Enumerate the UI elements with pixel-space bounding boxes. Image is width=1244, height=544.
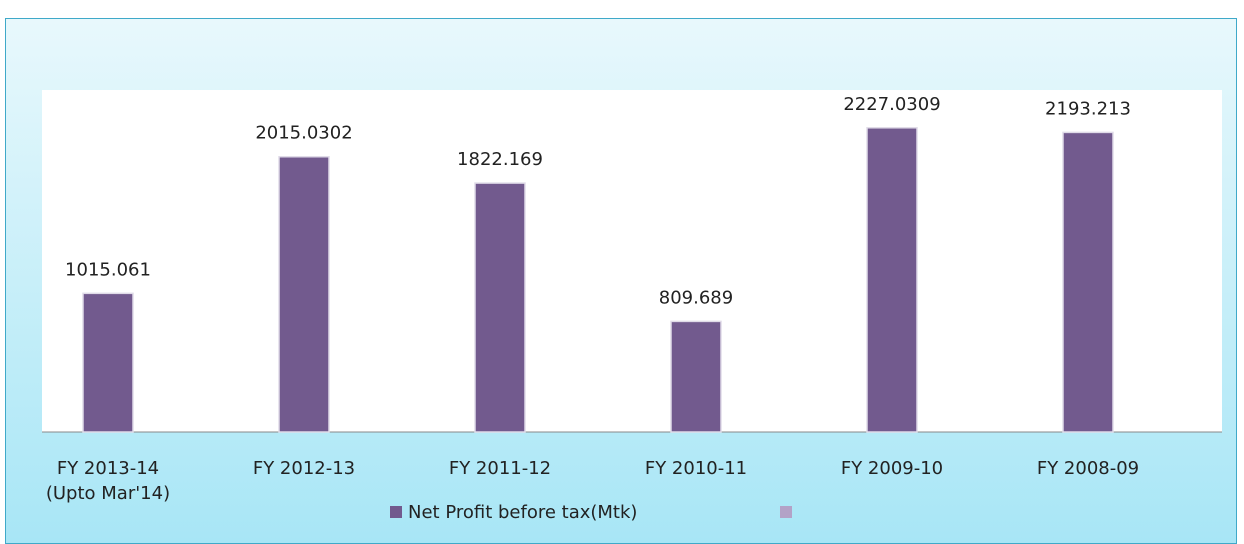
bar [82,292,134,433]
legend-label: Net Profit before tax(Mtk) [408,502,637,523]
data-label: 2015.0302 [255,123,352,144]
plot-area [42,90,1222,432]
bar [1062,131,1114,433]
bar [866,127,918,433]
x-tick-label: FY 2011-12 [448,458,552,479]
data-label: 2193.213 [1045,98,1131,119]
bar [278,155,330,433]
data-label: 809.689 [659,287,733,308]
data-label: 1822.169 [457,149,543,170]
data-label: 1015.061 [65,259,151,280]
legend-swatch [390,506,402,518]
x-tick-label: FY 2009-10 [840,458,944,479]
legend-swatch-empty [780,506,792,518]
x-tick-label: FY 2008-09 [1036,458,1140,479]
x-tick-label: FY 2013-14 (Upto Mar'14) [45,458,171,504]
bar [670,320,722,433]
x-tick-label: FY 2012-13 [252,458,356,479]
bar [474,182,526,433]
data-label: 2227.0309 [843,94,940,115]
x-tick-label: FY 2010-11 [644,458,748,479]
